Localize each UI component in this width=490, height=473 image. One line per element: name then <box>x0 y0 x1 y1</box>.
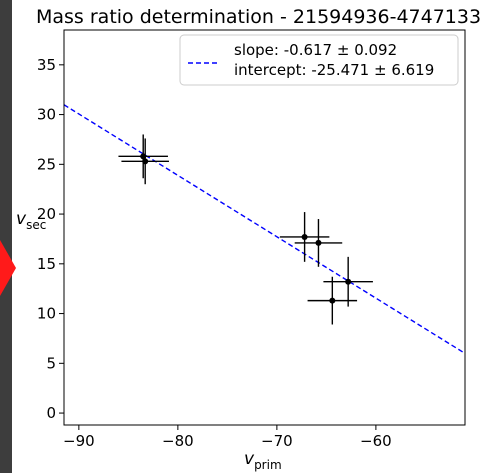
plot-frame <box>63 29 466 426</box>
y-tick-label: 10 <box>37 305 56 323</box>
point-marker <box>142 158 149 165</box>
y-tick-label: 35 <box>37 56 56 74</box>
plot-area <box>63 29 466 426</box>
legend-slope-label: slope: -0.617 ± 0.092 <box>234 41 397 59</box>
figure-canvas: Mass ratio determination - 21594936-4747… <box>12 0 490 473</box>
legend-box <box>179 34 459 86</box>
y-tick-label: 30 <box>37 106 56 124</box>
x-tick-label: −70 <box>261 432 293 450</box>
y-axis-label: vsec <box>16 209 46 232</box>
x-tick-label: −80 <box>162 432 194 450</box>
data-point-2 <box>121 138 169 185</box>
y-tick-label: 5 <box>46 354 56 372</box>
scatter-chart: Mass ratio determination - 21594936-4747… <box>16 6 481 472</box>
data-point-3 <box>279 212 330 262</box>
legend-intercept-label: intercept: -25.471 ± 6.619 <box>234 61 434 79</box>
point-marker <box>345 278 352 285</box>
point-marker <box>329 297 336 304</box>
x-axis-ticks: −90 −80 −70 −60 <box>63 425 392 450</box>
red-arrow-icon <box>0 240 16 296</box>
point-marker <box>315 239 322 246</box>
chart-title: Mass ratio determination - 21594936-4747… <box>36 6 481 28</box>
y-tick-label: 20 <box>37 205 56 223</box>
y-axis-ticks: 0 5 10 15 20 25 30 35 <box>37 56 64 422</box>
x-tick-label: −60 <box>360 432 392 450</box>
data-point-6 <box>307 276 358 325</box>
x-axis-label: vprim <box>244 449 282 472</box>
x-tick-label: −90 <box>63 432 95 450</box>
fit-line <box>64 104 465 354</box>
point-marker <box>301 233 308 240</box>
y-tick-label: 0 <box>46 404 56 422</box>
y-tick-label: 25 <box>37 155 56 173</box>
data-point-1 <box>118 134 168 179</box>
legend: slope: -0.617 ± 0.092 intercept: -25.471… <box>179 34 459 86</box>
data-point-4 <box>294 219 343 267</box>
y-tick-label: 15 <box>37 255 56 273</box>
